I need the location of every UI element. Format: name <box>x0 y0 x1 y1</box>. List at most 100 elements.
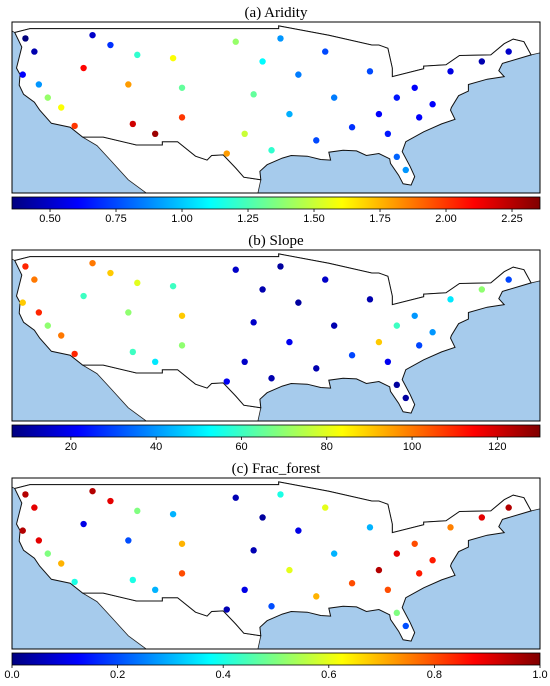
station <box>402 166 409 174</box>
station <box>411 312 418 319</box>
station <box>22 35 29 42</box>
station <box>384 586 392 594</box>
station <box>178 114 186 121</box>
station <box>375 110 383 118</box>
station <box>107 269 114 277</box>
station <box>58 332 65 339</box>
station <box>19 299 26 306</box>
station <box>375 566 383 574</box>
station <box>286 110 293 118</box>
usa <box>13 25 532 186</box>
station <box>241 358 248 366</box>
station <box>241 130 248 138</box>
station <box>393 550 401 557</box>
panel-title: (a) Aridity <box>245 5 308 21</box>
panel-title: (b) Slope <box>248 233 304 249</box>
station <box>415 114 423 121</box>
colorbar-tick-label: 0.2 <box>110 669 125 681</box>
colorbar-tick-label: 20 <box>65 441 77 453</box>
station <box>393 153 401 161</box>
station <box>447 524 454 531</box>
station <box>232 38 239 45</box>
station <box>35 309 43 316</box>
station <box>384 130 392 138</box>
station <box>268 147 275 154</box>
station <box>393 609 401 617</box>
station <box>295 71 302 78</box>
station <box>178 570 186 577</box>
colorbar-tick-label: 0.75 <box>105 213 126 225</box>
station <box>322 276 329 283</box>
station <box>505 276 512 283</box>
station <box>313 365 320 372</box>
station <box>31 504 38 511</box>
station <box>71 350 78 358</box>
station <box>44 322 51 329</box>
station <box>71 122 78 130</box>
station <box>151 358 159 366</box>
station <box>286 566 293 574</box>
usa <box>13 481 532 642</box>
station <box>71 578 78 586</box>
station <box>223 378 230 385</box>
station <box>286 338 293 346</box>
colorbar-tick-label: 0.50 <box>39 213 60 225</box>
station <box>80 292 87 300</box>
station <box>80 64 87 72</box>
station <box>129 348 137 356</box>
station <box>178 84 186 91</box>
station <box>277 491 284 498</box>
station <box>125 537 132 544</box>
station <box>223 150 230 157</box>
station <box>277 263 284 270</box>
station <box>393 381 401 389</box>
colorbar-tick-label: 1.00 <box>171 213 192 225</box>
station <box>505 504 512 511</box>
station <box>223 606 230 613</box>
station <box>250 319 257 326</box>
station <box>31 276 38 283</box>
station <box>58 104 65 111</box>
station <box>429 101 436 108</box>
colorbar-tick-label: 1.25 <box>237 213 258 225</box>
station <box>241 586 248 594</box>
station <box>366 296 374 303</box>
station <box>169 54 177 62</box>
station <box>259 514 266 521</box>
station <box>35 81 43 88</box>
station <box>322 48 329 55</box>
map-panel: (a) Aridity 0.50 0.75 1.00 1.25 1.50 1.75 2.00 2… <box>11 5 541 225</box>
station <box>129 576 137 584</box>
station <box>402 622 409 630</box>
station <box>268 375 275 382</box>
station <box>375 338 383 346</box>
station <box>129 120 137 128</box>
station <box>366 68 374 75</box>
station <box>447 296 454 303</box>
station <box>411 84 418 91</box>
station <box>89 259 96 267</box>
station <box>134 279 141 287</box>
station <box>134 51 141 59</box>
station <box>429 329 436 336</box>
station <box>169 282 177 290</box>
station <box>322 504 329 511</box>
station <box>415 570 423 577</box>
station <box>58 560 65 567</box>
station <box>259 286 266 293</box>
colorbar-tick-label: 100 <box>403 441 421 453</box>
station <box>348 580 356 587</box>
colorbar-tick-label: 2.25 <box>501 213 522 225</box>
panel-title: (c) Frac_forest <box>232 461 322 477</box>
station <box>250 91 257 98</box>
station <box>393 322 401 329</box>
map-body <box>12 22 540 193</box>
station <box>447 68 454 75</box>
station <box>268 603 275 610</box>
station <box>232 494 239 501</box>
colorbar <box>11 652 541 666</box>
station <box>505 48 512 55</box>
colorbar-tick-label: 120 <box>488 441 506 453</box>
